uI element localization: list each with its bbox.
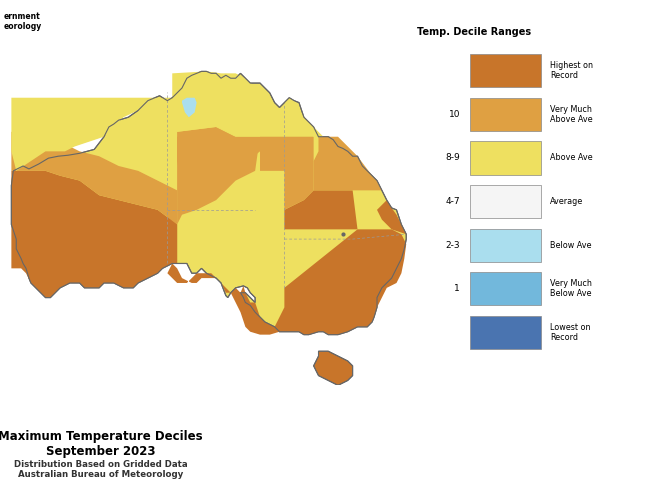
Polygon shape [285, 190, 358, 229]
Polygon shape [304, 117, 324, 137]
Text: Maximum Temperature Deciles: Maximum Temperature Deciles [0, 430, 203, 443]
Text: 10: 10 [448, 110, 460, 119]
Text: Australian Bureau of Meteorology: Australian Bureau of Meteorology [18, 470, 183, 479]
Text: Distribution Based on Gridded Data: Distribution Based on Gridded Data [14, 460, 188, 468]
Text: Lowest on
Record: Lowest on Record [551, 323, 591, 342]
Polygon shape [274, 229, 406, 335]
Text: Highest on
Record: Highest on Record [551, 61, 593, 81]
Text: Very Much
Above Ave: Very Much Above Ave [551, 104, 593, 124]
Polygon shape [260, 137, 313, 210]
Polygon shape [168, 215, 280, 335]
Text: Above Ave: Above Ave [551, 153, 593, 163]
Bar [470, 142, 541, 175]
Text: eorology: eorology [3, 22, 42, 31]
Text: Average: Average [551, 197, 584, 206]
Polygon shape [12, 98, 172, 171]
Polygon shape [313, 137, 382, 190]
Text: Very Much
Below Ave: Very Much Below Ave [551, 279, 592, 299]
Polygon shape [177, 137, 260, 224]
Polygon shape [285, 101, 318, 137]
Bar [470, 54, 541, 87]
Polygon shape [313, 351, 352, 386]
Polygon shape [182, 98, 196, 117]
Text: 4-7: 4-7 [446, 197, 460, 206]
Polygon shape [377, 200, 406, 234]
Bar [470, 316, 541, 349]
Polygon shape [12, 132, 177, 224]
Text: 1: 1 [454, 284, 460, 293]
Text: September 2023: September 2023 [46, 445, 155, 458]
Text: 8-9: 8-9 [445, 153, 460, 163]
Bar [470, 272, 541, 305]
Polygon shape [177, 127, 260, 181]
Text: ernment: ernment [3, 12, 40, 21]
Text: Below Ave: Below Ave [551, 241, 592, 250]
Bar [470, 185, 541, 218]
Polygon shape [12, 171, 177, 298]
Polygon shape [172, 71, 260, 137]
Bar [470, 98, 541, 131]
Polygon shape [12, 71, 406, 335]
Bar [470, 228, 541, 262]
Polygon shape [285, 98, 304, 117]
Text: 2-3: 2-3 [446, 241, 460, 250]
Text: Temp. Decile Ranges: Temp. Decile Ranges [417, 27, 532, 37]
